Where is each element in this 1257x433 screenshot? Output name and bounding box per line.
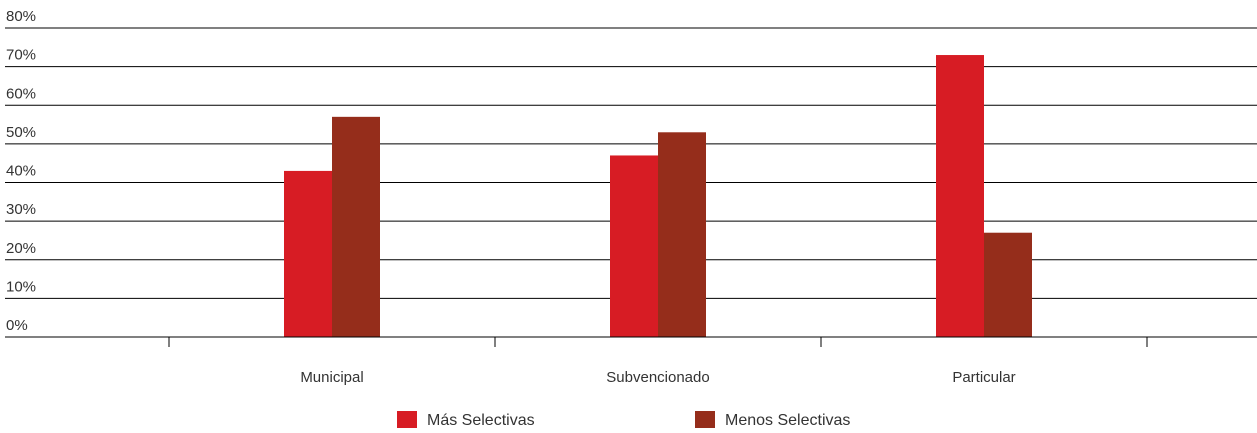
legend-label: Más Selectivas xyxy=(427,412,535,429)
y-tick-label: 0% xyxy=(6,317,28,334)
bars xyxy=(284,55,1032,338)
category-label: Subvencionado xyxy=(606,369,709,386)
category-label: Particular xyxy=(952,369,1015,386)
y-tick-label: 80% xyxy=(6,8,36,25)
legend-swatch xyxy=(397,411,417,428)
bar xyxy=(658,132,706,337)
y-tick-label: 50% xyxy=(6,124,36,141)
bar xyxy=(936,55,984,337)
legend: Más Selectivas Menos Selectivas xyxy=(397,411,850,429)
category-label: Municipal xyxy=(300,369,363,386)
y-axis-tick-labels: 0% 10% 20% 30% 40% 50% 60% 70% 80% xyxy=(6,8,36,334)
y-tick-label: 40% xyxy=(6,163,36,180)
bar xyxy=(984,232,1032,337)
legend-swatch xyxy=(695,411,715,428)
category-labels: Municipal Subvencionado Particular xyxy=(300,369,1015,386)
y-tick-label: 70% xyxy=(6,47,36,64)
legend-label: Menos Selectivas xyxy=(725,412,850,429)
y-tick-label: 10% xyxy=(6,278,36,295)
y-tick-label: 30% xyxy=(6,201,36,218)
bar xyxy=(610,155,658,337)
y-tick-label: 60% xyxy=(6,85,36,102)
bar xyxy=(284,170,332,337)
bar xyxy=(332,116,380,338)
y-tick-label: 20% xyxy=(6,240,36,257)
x-axis xyxy=(5,336,1257,347)
